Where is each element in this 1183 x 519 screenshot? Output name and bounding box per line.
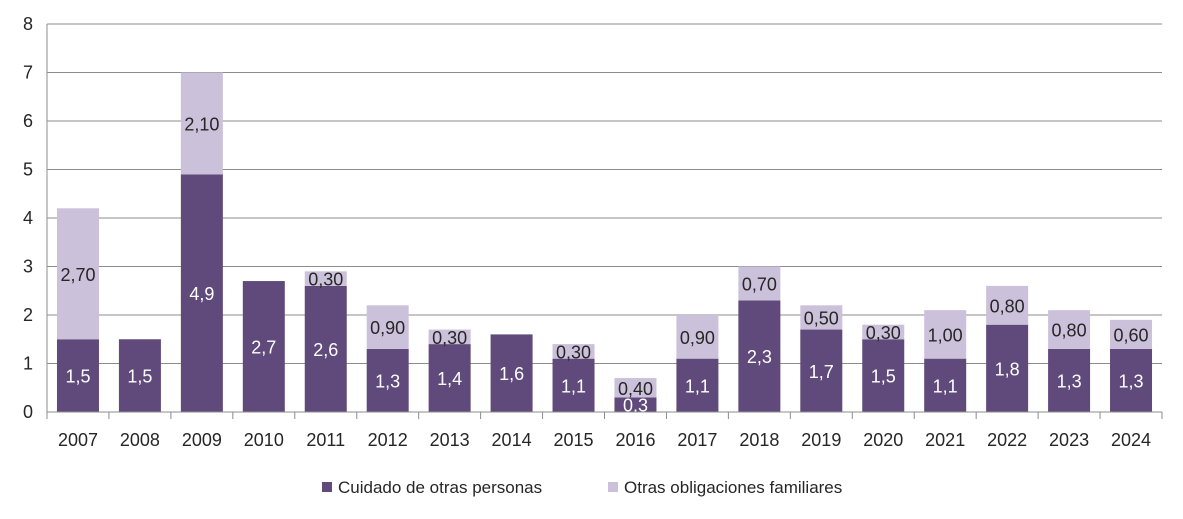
data-label: 1,5 [871, 367, 896, 387]
legend-swatch [608, 482, 618, 492]
data-label: 0,30 [432, 328, 467, 348]
y-tick-label: 1 [23, 354, 33, 374]
x-tick-label: 2019 [801, 430, 841, 450]
data-label: 2,6 [313, 340, 338, 360]
y-tick-label: 6 [23, 111, 33, 131]
x-tick-label: 2024 [1111, 430, 1151, 450]
bar-segment-cuidado [118, 339, 161, 412]
data-label: 0,90 [370, 318, 405, 338]
bar-segment-otras [56, 208, 99, 340]
bar-segment-otras [614, 378, 657, 398]
data-label: 1,4 [437, 369, 462, 389]
bar-segment-cuidado [738, 300, 781, 412]
data-label: 1,00 [928, 325, 963, 345]
bar-segment-otras [1110, 319, 1153, 349]
data-label: 0,30 [308, 270, 343, 290]
bar-segment-cuidado [428, 344, 471, 412]
bar-segment-cuidado [924, 358, 967, 412]
data-label: 4,9 [189, 284, 214, 304]
bar-segment-otras [924, 310, 967, 359]
bar-segment-otras [738, 266, 781, 301]
x-tick-label: 2018 [739, 430, 779, 450]
data-label: 1,1 [561, 376, 586, 396]
data-label: 1,3 [375, 371, 400, 391]
x-tick-label: 2014 [492, 430, 532, 450]
bar-segment-cuidado [800, 329, 843, 412]
data-label: 0,40 [618, 379, 653, 399]
x-tick-label: 2023 [1049, 430, 1089, 450]
bar-segment-cuidado [862, 339, 905, 412]
legend-swatch [322, 482, 332, 492]
data-label: 0,3 [623, 396, 648, 416]
data-label: 1,6 [499, 364, 524, 384]
y-tick-label: 7 [23, 63, 33, 83]
x-tick-label: 2022 [987, 430, 1027, 450]
data-label: 1,1 [685, 376, 710, 396]
bar-segment-otras [986, 285, 1029, 325]
y-tick-label: 4 [23, 208, 33, 228]
bar-segment-otras [304, 271, 347, 286]
data-label: 0,80 [990, 296, 1025, 316]
data-label: 2,7 [251, 338, 276, 358]
x-tick-label: 2016 [615, 430, 655, 450]
bar-segment-cuidado [986, 324, 1029, 412]
data-label: 1,3 [1057, 371, 1082, 391]
bar-segment-otras [180, 72, 223, 175]
data-label: 0,90 [680, 328, 715, 348]
bar-segment-otras [1048, 310, 1091, 349]
data-label: 1,5 [127, 367, 152, 387]
y-tick-label: 8 [23, 14, 33, 34]
bar-segment-otras [676, 315, 719, 359]
x-tick-label: 2008 [120, 430, 160, 450]
x-tick-label: 2013 [430, 430, 470, 450]
x-tick-label: 2009 [182, 430, 222, 450]
data-label: 0,80 [1052, 321, 1087, 341]
x-tick-label: 2020 [863, 430, 903, 450]
x-tick-label: 2007 [58, 430, 98, 450]
legend-label: Cuidado de otras personas [338, 478, 542, 497]
data-label: 1,3 [1119, 371, 1144, 391]
y-tick-label: 0 [23, 402, 33, 422]
bar-segment-cuidado [676, 358, 719, 412]
data-label: 0,70 [742, 274, 777, 294]
y-tick-label: 5 [23, 160, 33, 180]
bar-segment-otras [862, 324, 905, 340]
data-label: 2,3 [747, 347, 772, 367]
bar-segment-cuidado [490, 334, 533, 412]
data-label: 1,5 [65, 367, 90, 387]
data-label: 1,8 [995, 359, 1020, 379]
bar-segment-cuidado [366, 348, 409, 412]
bar-segment-cuidado [1110, 348, 1153, 412]
bar-segment-otras [366, 305, 409, 349]
bar-segment-cuidado [242, 281, 285, 412]
data-label: 1,1 [933, 376, 958, 396]
bar-segment-otras [428, 329, 471, 345]
bar-segment-cuidado [180, 174, 223, 412]
x-tick-label: 2021 [925, 430, 965, 450]
bar-segment-cuidado [304, 285, 347, 412]
y-tick-label: 3 [23, 257, 33, 277]
data-label: 2,70 [60, 265, 95, 285]
data-label: 2,10 [184, 114, 219, 134]
data-label: 1,7 [809, 362, 834, 382]
x-tick-label: 2017 [677, 430, 717, 450]
bar-segment-cuidado [614, 397, 657, 412]
bar-segment-cuidado [1048, 348, 1091, 412]
x-tick-label: 2010 [244, 430, 284, 450]
data-label: 0,60 [1114, 325, 1149, 345]
bar-segment-cuidado [56, 339, 99, 412]
legend: Cuidado de otras personas Otras obligacio… [322, 478, 842, 497]
data-label: 0,30 [556, 342, 591, 362]
data-label: 0,50 [804, 308, 839, 328]
y-tick-label: 2 [23, 305, 33, 325]
bar-segment-otras [552, 344, 595, 359]
x-tick-label: 2011 [306, 430, 345, 450]
legend-label: Otras obligaciones familiares [624, 478, 842, 497]
x-tick-label: 2012 [368, 430, 408, 450]
x-tick-label: 2015 [554, 430, 594, 450]
bar-segment-cuidado [552, 358, 595, 412]
bar-segment-otras [800, 305, 843, 330]
data-label: 0,30 [866, 323, 901, 343]
